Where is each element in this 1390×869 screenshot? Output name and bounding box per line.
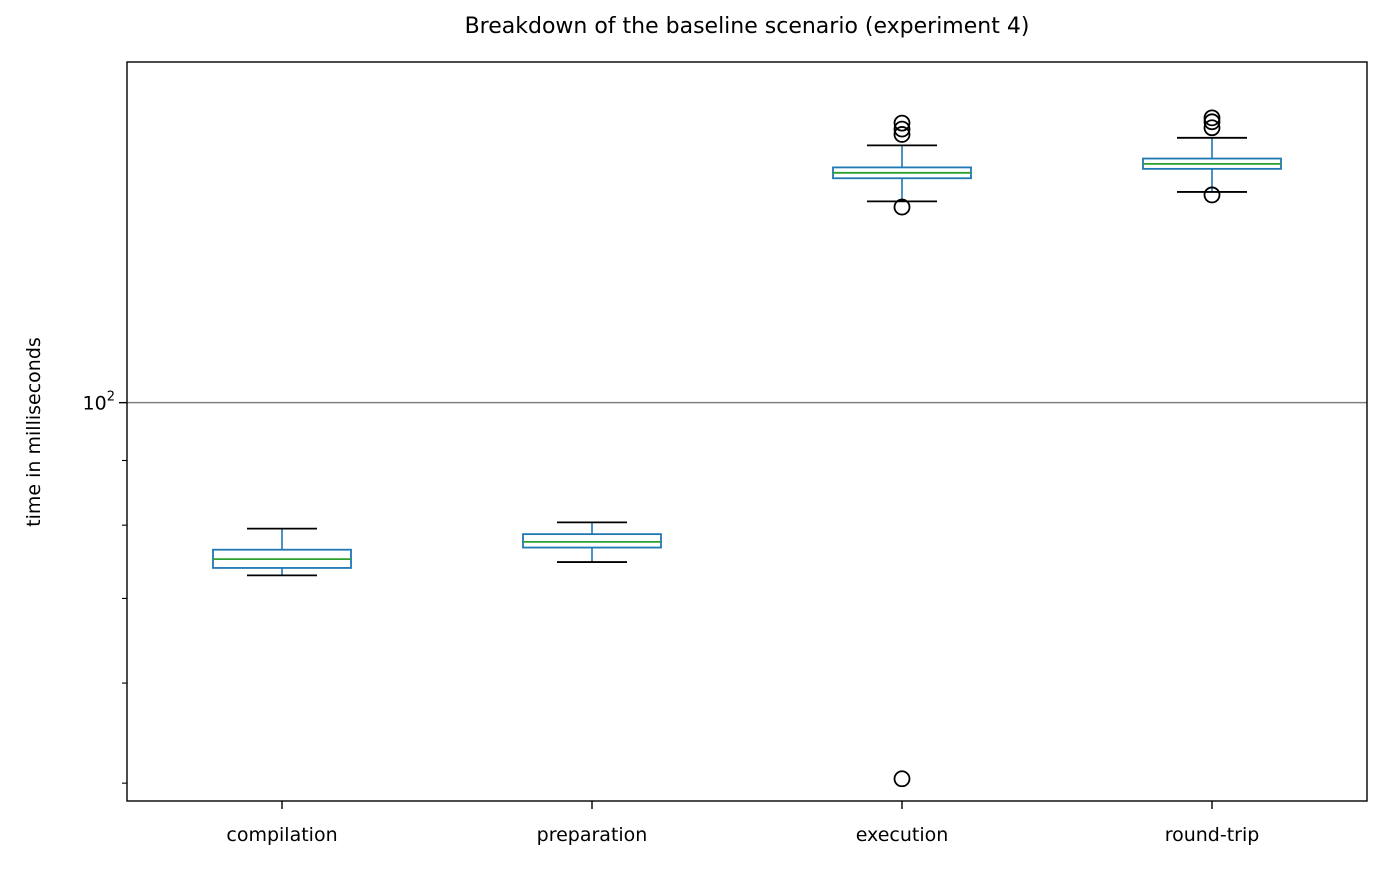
chart-title: Breakdown of the baseline scenario (expe… — [464, 14, 1030, 39]
outlier-point — [1203, 119, 1221, 137]
outlier-point — [893, 114, 911, 132]
y-axis-label: time in milliseconds — [23, 337, 45, 527]
outlier-point — [1203, 109, 1221, 127]
box-compilation — [212, 527, 352, 577]
outlier-point — [893, 770, 911, 788]
outlier-point — [893, 120, 911, 138]
x-tick-label-compilation: compilation — [226, 824, 337, 846]
outlier-point — [1203, 113, 1221, 131]
iqr-box — [522, 533, 662, 549]
axis-layer: compilation preparation execution round-tri… — [83, 390, 1260, 846]
x-tick-label-preparation: preparation — [537, 824, 648, 846]
box-execution — [832, 114, 972, 788]
outlier-point — [893, 198, 911, 216]
plot-frame — [126, 61, 1368, 802]
box-preparation — [522, 521, 662, 563]
outlier-point — [1203, 186, 1221, 204]
x-tick-label-round-trip: round-trip — [1165, 824, 1260, 846]
y-tick-label: 102 — [83, 390, 115, 415]
box-round-trip — [1142, 109, 1282, 204]
outlier-point — [893, 126, 911, 143]
box-layer — [212, 109, 1282, 788]
x-tick-label-execution: execution — [856, 824, 949, 846]
